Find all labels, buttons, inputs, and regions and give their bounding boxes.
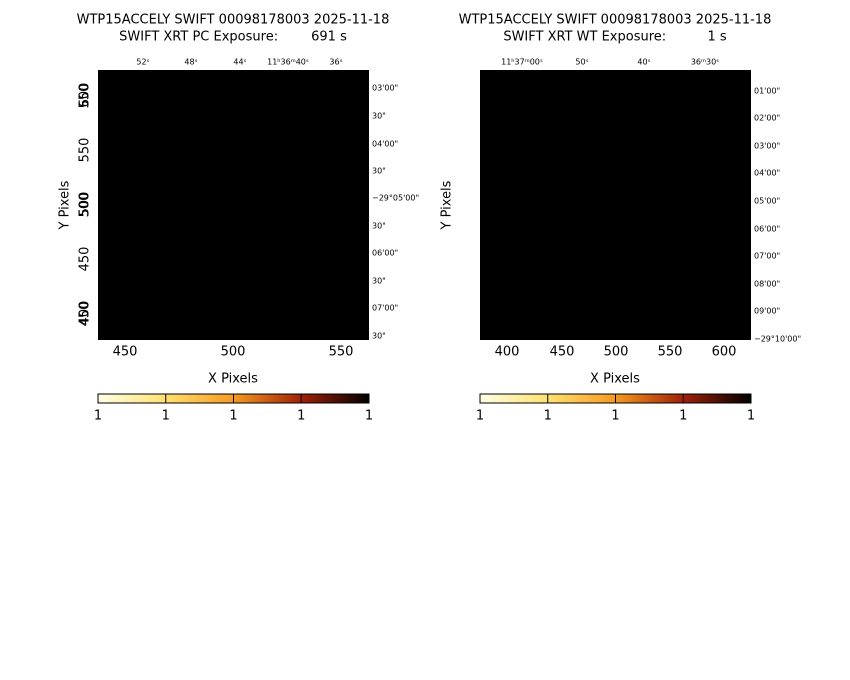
dec-tick-label: 04'00" [372, 140, 398, 149]
x-tick-label: 600 [712, 345, 737, 360]
dec-tick-label: 30" [372, 112, 386, 121]
y-axis-label: Y Pixels [58, 180, 73, 230]
colorbar-tick-label: 1 [229, 409, 237, 424]
dec-tick-label: 03'00" [372, 84, 398, 93]
image [480, 70, 751, 340]
y-tick-label: 450 [78, 302, 93, 327]
dec-tick-label: −29°10'00" [754, 335, 801, 344]
ra-tick-label: 11ʰ37ᵐ00ˢ [501, 58, 543, 67]
y-tick-label: 450 [78, 247, 93, 272]
panel-subtitle: SWIFT XRT WT Exposure: 1 s [503, 30, 727, 45]
dec-tick-label: 08'00" [754, 280, 780, 289]
dec-tick-label: 06'00" [372, 249, 398, 258]
x-tick-label: 500 [221, 345, 246, 360]
dec-tick-label: 30" [372, 167, 386, 176]
dec-tick-label: 30" [372, 332, 386, 341]
colorbar-tick-label: 1 [94, 409, 102, 424]
dec-tick-label: 30" [372, 277, 386, 286]
y-tick-label: 550 [78, 138, 93, 163]
y-tick-label: 600 [78, 83, 93, 108]
colorbar-tick-label: 1 [162, 409, 170, 424]
ra-tick-label: 52ˢ [136, 58, 149, 67]
dec-tick-label: 04'00" [754, 169, 780, 178]
image [98, 70, 369, 340]
panel-title: WTP15ACCELY SWIFT 00098178003 2025-11-18 [77, 13, 390, 28]
colorbar-tick-label: 1 [679, 409, 687, 424]
dec-tick-label: 03'00" [754, 142, 780, 151]
dec-tick-label: −29°05'00" [372, 194, 419, 203]
y-axis-label: Y Pixels [440, 180, 455, 230]
dec-tick-label: 01'00" [754, 87, 780, 96]
x-tick-label: 450 [550, 345, 575, 360]
colorbar-tick-label: 1 [544, 409, 552, 424]
x-tick-label: 550 [329, 345, 354, 360]
ra-tick-label: 11ʰ36ᵐ40ˢ [267, 58, 309, 67]
x-axis-label: X Pixels [208, 372, 258, 387]
x-tick-label: 450 [113, 345, 138, 360]
ra-tick-label: 50ˢ [575, 58, 588, 67]
dec-tick-label: 02'00" [754, 114, 780, 123]
dec-tick-label: 07'00" [754, 252, 780, 261]
y-tick-label: 500 [78, 192, 93, 217]
colorbar-tick-label: 1 [611, 409, 619, 424]
ra-tick-label: 40ˢ [637, 58, 650, 67]
colorbar-tick-label: 1 [476, 409, 484, 424]
colorbar-tick-label: 1 [297, 409, 305, 424]
panel-title: WTP15ACCELY SWIFT 00098178003 2025-11-18 [459, 13, 772, 28]
colorbar-tick-label: 1 [747, 409, 755, 424]
x-axis-label: X Pixels [590, 372, 640, 387]
panel-subtitle: SWIFT XRT PC Exposure: 691 s [119, 30, 347, 45]
y-tick-label: 500 [78, 193, 93, 218]
x-tick-label: 500 [604, 345, 629, 360]
ra-tick-label: 36ᵐ30ˢ [691, 58, 719, 67]
y-tick-label: 550 [78, 84, 93, 109]
dec-tick-label: 05'00" [754, 197, 780, 206]
ra-tick-label: 36ˢ [329, 58, 342, 67]
x-tick-label: 400 [495, 345, 520, 360]
dec-tick-label: 06'00" [754, 225, 780, 234]
dec-tick-label: 07'00" [372, 304, 398, 313]
ra-tick-label: 44ˢ [233, 58, 246, 67]
ra-tick-label: 48ˢ [184, 58, 197, 67]
x-tick-label: 550 [658, 345, 683, 360]
dec-tick-label: 09'00" [754, 307, 780, 316]
colorbar-tick-label: 1 [365, 409, 373, 424]
y-tick-label: 400 [78, 301, 93, 326]
dec-tick-label: 30" [372, 222, 386, 231]
